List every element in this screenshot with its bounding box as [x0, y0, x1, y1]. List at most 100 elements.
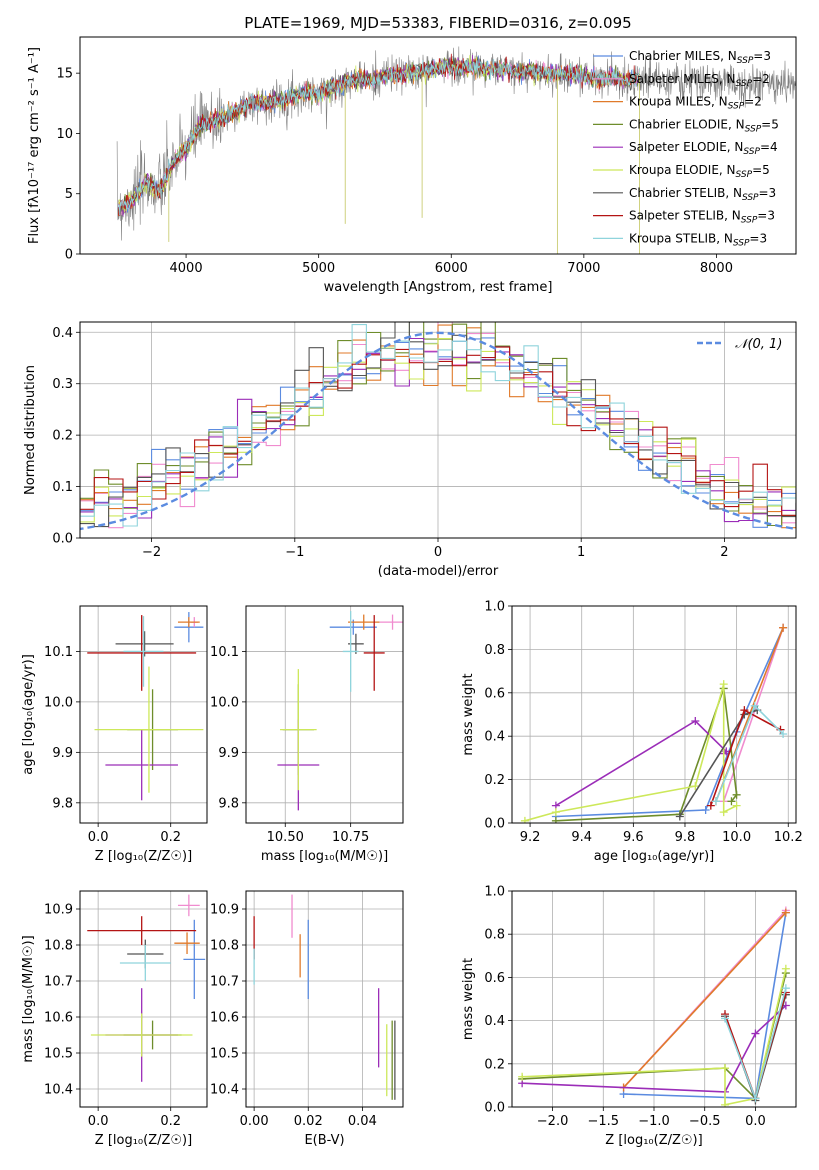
x-axis-label: E(B-V): [304, 1133, 344, 1148]
x-tick-label: 10.50: [267, 830, 304, 845]
weight-marker: [711, 797, 720, 806]
weight-marker: [701, 805, 710, 814]
y-tick-label: 10.4: [44, 1083, 73, 1098]
y-tick-label: 0.2: [484, 1057, 505, 1072]
weight-marker: [781, 984, 790, 993]
y-tick-label: 0: [65, 248, 73, 263]
legend-value: =5: [752, 163, 770, 177]
age_vs_mass-axes: 10.50 10.75 9.8 9.9 10.0 10.1 mass [log₁₀(M/M☉…: [210, 606, 403, 864]
x-tick-label: 8000: [700, 261, 733, 276]
mass_weight_vs_Z-axes: −2.0 −1.5 −1.0 −0.5 0.0 0.0 0.2 0.4 0.6 0.8 1.0 Z […: [461, 885, 796, 1148]
x-tick-label: −1.5: [587, 1114, 619, 1129]
legend-value: =3: [759, 186, 777, 200]
legend-entry: Salpeter STELIB, NSSP=3: [629, 209, 775, 226]
weight-marker: [732, 790, 741, 799]
age_vs_Z-frame: [79, 605, 208, 824]
legend-value: =4: [760, 140, 778, 154]
mass_weight_vs_Z-frame: [511, 890, 797, 1108]
age_vs_Z-axes: 0.0 0.2 9.8 9.9 10.0 10.1 Z [log₁₀(Z/Z☉)] age […: [21, 606, 207, 864]
x-tick-label: 5000: [302, 261, 335, 276]
y-tick-label: 0.2: [484, 773, 505, 788]
x-tick-label: 0.0: [88, 1114, 109, 1129]
mass_weight_vs_age-plot-area: [520, 623, 788, 823]
spectrum-model-line: [118, 59, 640, 216]
y-axis-label: age [log₁₀(age/yr)]: [21, 654, 36, 775]
x-tick-label: −0.5: [689, 1114, 721, 1129]
y-tick-label: 10: [56, 127, 73, 142]
y-tick-label: 10.1: [210, 645, 239, 660]
y-tick-label: 0.0: [484, 817, 505, 832]
y-tick-label: 9.8: [218, 796, 239, 811]
x-tick-label: 0.02: [294, 1114, 323, 1129]
y-tick-label: 9.9: [52, 746, 73, 761]
weight-marker: [732, 801, 741, 810]
x-tick-label: −1: [285, 545, 304, 560]
y-axis-label: Flux [fλ10⁻¹⁷ erg cm⁻² s⁻¹ A⁻¹]: [27, 47, 42, 244]
y-tick-label: 10.4: [210, 1083, 239, 1098]
y-tick-label: 10.8: [210, 939, 239, 954]
y-tick-label: 10.1: [44, 645, 73, 660]
y-tick-label: 0.8: [484, 928, 505, 943]
mass_vs_ebv-axes: 0.00 0.02 0.04 10.4 10.5 10.6 10.7 10.8 10.9 E(B-…: [210, 891, 403, 1148]
weight-marker: [721, 1064, 729, 1073]
legend-entry: Chabrier MILES, NSSP=3: [629, 49, 771, 66]
y-tick-label: 10.6: [44, 1011, 73, 1026]
weight-marker: [706, 801, 715, 810]
y-axis-label: Normed distribution: [23, 365, 38, 495]
weight-marker: [518, 1072, 527, 1081]
y-tick-label: 0.8: [484, 643, 505, 658]
x-tick-label: 9.8: [675, 830, 696, 845]
weight-marker: [551, 808, 560, 817]
y-tick-label: 10.0: [210, 695, 239, 710]
y-tick-label: 10.7: [44, 975, 73, 990]
y-tick-label: 10.8: [44, 939, 73, 954]
weight-marker: [520, 816, 529, 823]
legend-subscript: SSP: [737, 56, 754, 66]
x-tick-label: 4000: [170, 261, 203, 276]
y-tick-label: 10.5: [210, 1047, 239, 1062]
x-axis-label: age [log₁₀(age/yr)]: [594, 849, 715, 864]
weight-line: [524, 683, 737, 822]
weight-marker: [721, 1014, 729, 1023]
legend-subscript: SSP: [728, 102, 745, 112]
legend-subscript: SSP: [733, 238, 750, 248]
y-axis-label: mass [log₁₀(M/M☉)]: [21, 935, 36, 1062]
x-tick-label: 1: [577, 545, 585, 560]
y-tick-label: 0.6: [484, 686, 505, 701]
weight-line: [623, 912, 787, 1089]
figure-title: PLATE=1969, MJD=53383, FIBERID=0316, z=0…: [244, 14, 631, 32]
legend-value: =3: [753, 49, 771, 63]
legend-value: =5: [761, 117, 779, 131]
legend-subscript: SSP: [745, 124, 762, 134]
mass_vs_Z-plot-area: [87, 894, 206, 1082]
weight-line: [522, 1004, 787, 1093]
x-tick-label: 10.0: [722, 830, 751, 845]
weight-marker: [551, 816, 560, 823]
weight-marker: [719, 808, 728, 817]
legend-entry: Chabrier STELIB, NSSP=3: [629, 186, 776, 203]
y-tick-label: 0.4: [484, 730, 505, 745]
age_vs_mass-frame: [245, 605, 404, 824]
y-tick-label: 0.1: [52, 480, 73, 495]
y-tick-label: 0.4: [484, 1014, 505, 1029]
y-tick-label: 1.0: [484, 600, 505, 615]
weight-marker: [781, 964, 790, 973]
x-axis-label: (data-model)/error: [378, 564, 499, 579]
y-tick-label: 1.0: [484, 885, 505, 900]
spectrum-plot-area: [116, 46, 796, 254]
legend-entry: Chabrier ELODIE, NSSP=5: [629, 117, 779, 134]
legend-entry: Salpeter MILES, NSSP=2: [629, 72, 770, 89]
weight-marker: [675, 812, 684, 821]
weight-marker: [751, 1094, 760, 1103]
x-tick-label: 0: [434, 545, 442, 560]
y-tick-label: 10.9: [210, 903, 239, 918]
x-tick-label: 9.4: [571, 830, 592, 845]
x-tick-label: −2: [142, 545, 161, 560]
x-tick-label: 0.0: [88, 830, 109, 845]
legend-subscript: SSP: [742, 193, 759, 203]
y-tick-label: 0.0: [52, 532, 73, 547]
x-tick-label: 0.00: [240, 1114, 269, 1129]
weight-marker: [740, 706, 749, 715]
y-tick-label: 10.0: [44, 695, 73, 710]
weight-marker: [751, 1029, 760, 1038]
